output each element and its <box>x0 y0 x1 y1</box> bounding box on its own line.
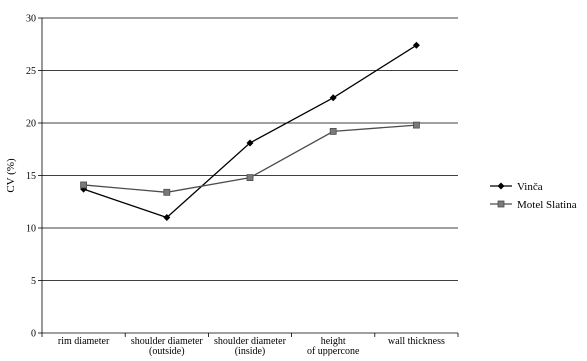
y-tick-label: 5 <box>31 276 36 287</box>
x-tick-label: shoulder diameter (inside) <box>214 336 287 356</box>
x-tick-label: shoulder diameter (outside) <box>131 336 204 356</box>
data-point <box>163 188 171 196</box>
data-point <box>163 214 171 221</box>
data-point <box>412 121 420 129</box>
y-tick-label: 30 <box>26 14 36 25</box>
data-point <box>80 181 87 189</box>
data-point <box>246 139 254 147</box>
legend-label: Motel Slatina <box>517 199 577 211</box>
series-line-1 <box>83 124 417 193</box>
y-tick-label: 15 <box>26 171 36 182</box>
x-tick-label: height of uppercone <box>307 336 360 356</box>
series-line-0 <box>83 44 417 219</box>
data-point <box>329 94 337 102</box>
data-point <box>246 174 254 182</box>
legend-label: Vinča <box>517 181 543 193</box>
y-tick-label: 20 <box>26 119 36 130</box>
y-axis-title: CV (%) <box>5 158 17 193</box>
y-tick-label: 10 <box>26 224 36 235</box>
legend-marker <box>497 200 505 208</box>
y-tick-label: 25 <box>26 66 36 77</box>
data-point <box>412 41 420 49</box>
x-tick-label: rim diameter <box>58 336 110 347</box>
legend-marker <box>497 182 505 190</box>
data-point <box>329 127 337 135</box>
y-tick-label: 0 <box>31 329 36 340</box>
x-tick-label: wall thickness <box>388 336 445 347</box>
